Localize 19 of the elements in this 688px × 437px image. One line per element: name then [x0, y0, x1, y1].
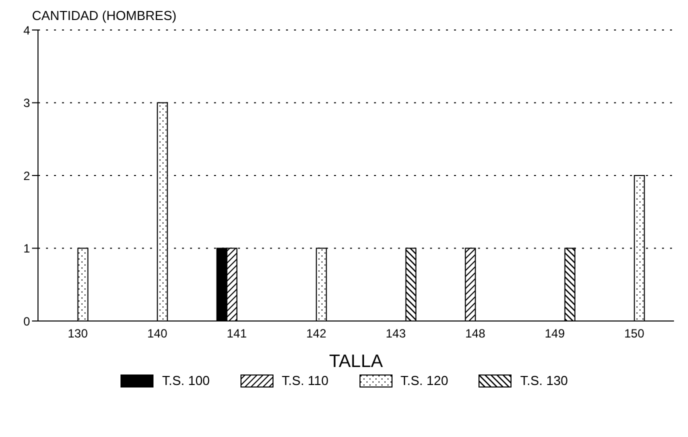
x-tick-label: 130 [68, 326, 88, 341]
y-tick-label: 4 [23, 23, 30, 38]
y-axis-title: CANTIDAD (HOMBRES) [32, 8, 178, 25]
legend-label: T.S. 110 [280, 373, 329, 388]
y-tick-label: 3 [23, 96, 30, 110]
x-tick-label: 142 [306, 326, 327, 341]
x-tick-label: 143 [386, 326, 406, 341]
legend-label: T.S. 100 [161, 373, 210, 388]
x-tick-label: 148 [465, 326, 486, 341]
x-tick-label: 150 [624, 326, 645, 341]
y-tick-label: 2 [23, 168, 30, 183]
x-tick-label: 140 [147, 326, 168, 341]
legend-label: T.S. 120 [400, 373, 448, 388]
legend-label: T.S. 130 [519, 373, 568, 388]
x-tick-label: 141 [226, 326, 248, 341]
x-axis-title: TALLA [329, 351, 383, 371]
x-tick-label: 149 [544, 326, 566, 341]
y-tick-label: 0 [23, 314, 30, 328]
y-tick-label: 1 [23, 242, 30, 256]
